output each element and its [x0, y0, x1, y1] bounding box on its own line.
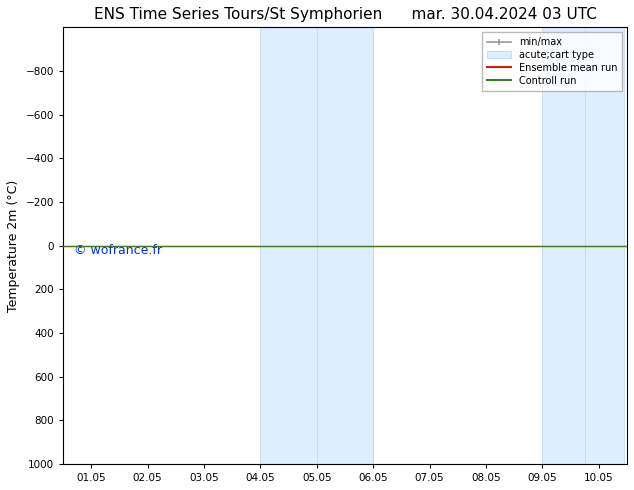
Bar: [261, 27, 373, 464]
Text: © wofrance.fr: © wofrance.fr: [74, 244, 162, 257]
Bar: [543, 27, 624, 464]
Legend: min/max, acute;cart type, Ensemble mean run, Controll run: min/max, acute;cart type, Ensemble mean …: [482, 32, 622, 91]
Title: ENS Time Series Tours/St Symphorien      mar. 30.04.2024 03 UTC: ENS Time Series Tours/St Symphorien mar.…: [94, 7, 597, 22]
Y-axis label: Temperature 2m (°C): Temperature 2m (°C): [7, 179, 20, 312]
